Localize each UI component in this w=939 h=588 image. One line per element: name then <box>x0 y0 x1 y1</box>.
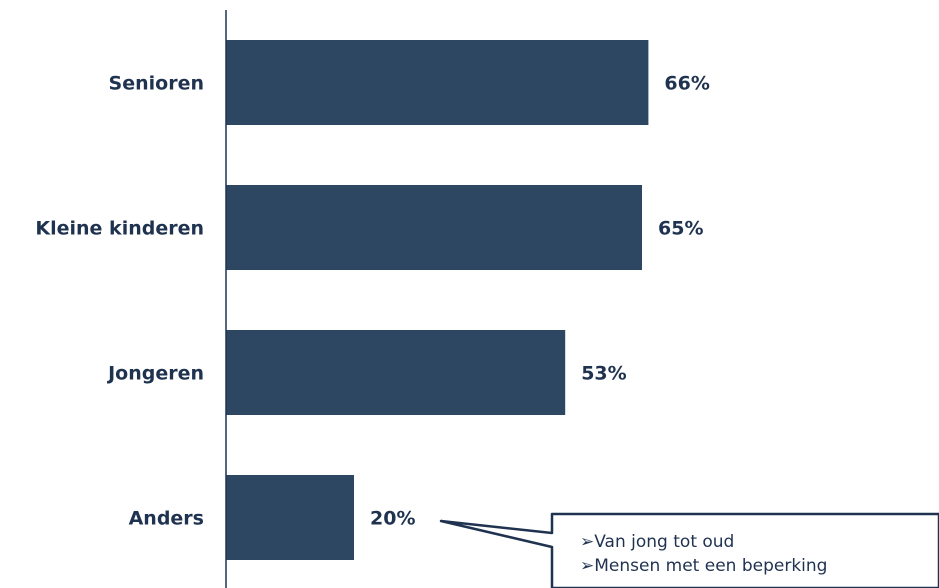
bar-kleine-kinderen <box>226 185 642 270</box>
bar-senioren <box>226 40 649 125</box>
bars-group <box>226 40 649 560</box>
bar-anders <box>226 475 354 560</box>
bar-jongeren <box>226 330 566 415</box>
annotation-callout: ➢Van jong tot oud ➢Mensen met een beperk… <box>439 512 939 588</box>
svg-text:➢Mensen met een beperking: ➢Mensen met een beperking <box>580 556 827 576</box>
callout-item-1: Van jong tot oud <box>594 532 734 552</box>
category-label-senioren: Senioren <box>109 73 204 95</box>
value-labels: 66% 65% 53% 20% <box>370 73 710 530</box>
value-label-anders: 20% <box>370 508 415 530</box>
category-label-kleine-kinderen: Kleine kinderen <box>35 218 204 240</box>
callout-bullet-1: ➢ <box>580 532 594 552</box>
callout-bullet-2: ➢ <box>580 556 594 576</box>
value-label-jongeren: 53% <box>581 363 626 385</box>
callout-bubble <box>439 512 939 588</box>
svg-text:➢Van jong tot oud: ➢Van jong tot oud <box>580 532 734 552</box>
category-labels: Senioren Kleine kinderen Jongeren Anders <box>35 73 204 530</box>
callout-item-2: Mensen met een beperking <box>594 556 827 576</box>
value-label-kleine-kinderen: 65% <box>658 218 703 240</box>
category-label-jongeren: Jongeren <box>106 363 204 385</box>
value-label-senioren: 66% <box>664 73 709 95</box>
category-label-anders: Anders <box>129 508 204 530</box>
